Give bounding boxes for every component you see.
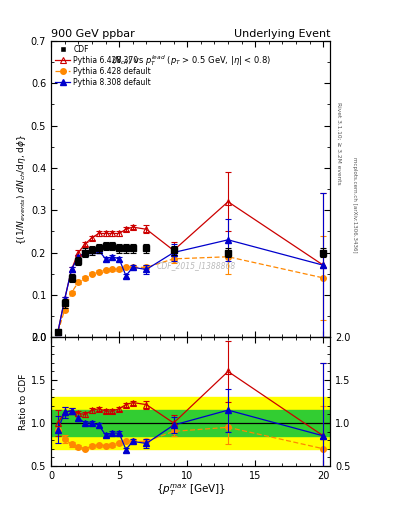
Text: $\langle N_{ch}\rangle$ vs $p_T^{lead}$ ($p_T$ > 0.5 GeV, $|\eta|$ < 0.8): $\langle N_{ch}\rangle$ vs $p_T^{lead}$ … <box>110 53 271 68</box>
Bar <box>51 397 330 449</box>
Text: 900 GeV ppbar: 900 GeV ppbar <box>51 29 135 39</box>
X-axis label: $\{p_T^{max}$ [GeV]$\}$: $\{p_T^{max}$ [GeV]$\}$ <box>156 482 226 498</box>
Y-axis label: Ratio to CDF: Ratio to CDF <box>19 373 28 430</box>
Legend: CDF, Pythia 6.428 370, Pythia 6.428 default, Pythia 8.308 default: CDF, Pythia 6.428 370, Pythia 6.428 defa… <box>53 43 152 88</box>
Text: CDF_2015_I1388868: CDF_2015_I1388868 <box>156 262 236 270</box>
Y-axis label: {(1/$N_{events}$) $dN_{ch}$/d$\eta$, d$\phi$}: {(1/$N_{events}$) $dN_{ch}$/d$\eta$, d$\… <box>15 134 28 245</box>
Text: mcplots.cern.ch [arXiv:1306.3436]: mcplots.cern.ch [arXiv:1306.3436] <box>352 157 357 252</box>
Bar <box>51 410 330 436</box>
Text: Rivet 3.1.10; ≥ 3.2M events: Rivet 3.1.10; ≥ 3.2M events <box>336 102 341 185</box>
Text: Underlying Event: Underlying Event <box>233 29 330 39</box>
